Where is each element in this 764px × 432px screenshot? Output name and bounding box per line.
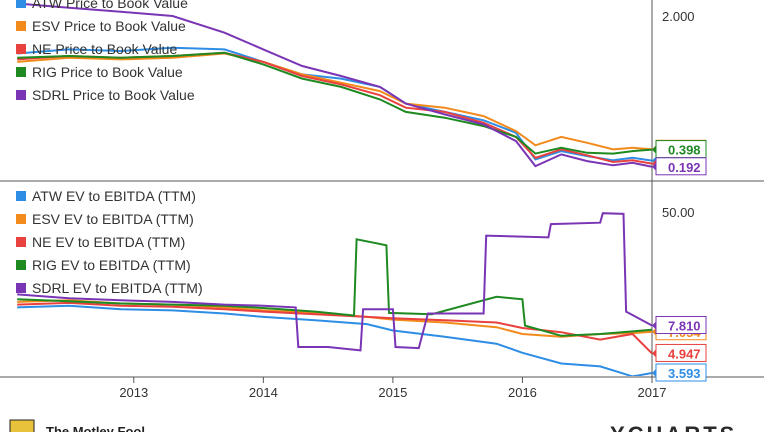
series-line-rig bbox=[17, 51, 652, 155]
end-label-pointer bbox=[652, 321, 656, 330]
series-line-atw bbox=[17, 304, 652, 376]
legend-swatch-ne bbox=[16, 237, 26, 247]
end-label-rig: 0.398 bbox=[652, 140, 707, 159]
data-source-logo: YCHARTS bbox=[610, 422, 737, 432]
end-label-ne: 4.947 bbox=[652, 343, 707, 362]
legend-label-esv: ESV Price to Book Value bbox=[32, 18, 186, 34]
x-tick-2016: 2016 bbox=[508, 385, 537, 400]
top-legend: ATW Price to Book Value ESV Price to Book… bbox=[16, 0, 195, 103]
end-label-sdrl: 7.810 bbox=[652, 316, 707, 335]
legend-label-ne: NE Price to Book Value bbox=[32, 41, 177, 57]
legend-label-sdrl: SDRL EV to EBITDA (TTM) bbox=[32, 280, 203, 296]
legend-label-atw: ATW EV to EBITDA (TTM) bbox=[32, 188, 196, 204]
legend-label-rig: RIG EV to EBITDA (TTM) bbox=[32, 257, 191, 273]
legend-label-atw: ATW Price to Book Value bbox=[32, 0, 188, 11]
series-line-rig bbox=[17, 238, 652, 337]
brand-name: The Motley Fool bbox=[46, 424, 145, 432]
legend-swatch-sdrl bbox=[16, 90, 26, 100]
legend-label-rig: RIG Price to Book Value bbox=[32, 64, 183, 80]
x-tick-2014: 2014 bbox=[249, 385, 278, 400]
jester-cap-icon bbox=[9, 419, 35, 432]
x-tick-2017: 2017 bbox=[638, 385, 667, 400]
end-label-pointer bbox=[652, 349, 656, 358]
bottom-plot-area bbox=[17, 212, 652, 376]
end-label-atw: 3.593 bbox=[652, 363, 707, 382]
legend-swatch-rig bbox=[16, 67, 26, 77]
legend-swatch-atw bbox=[16, 0, 26, 8]
end-label-value: 3.593 bbox=[668, 366, 701, 381]
legend-swatch-atw bbox=[16, 191, 26, 201]
x-axis-ticks: 2013 2014 2015 2016 2017 bbox=[119, 377, 666, 400]
legend-label-esv: ESV EV to EBITDA (TTM) bbox=[32, 211, 194, 227]
end-label-value: 4.947 bbox=[668, 346, 701, 361]
end-label-value: 0.192 bbox=[668, 160, 701, 175]
x-tick-2015: 2015 bbox=[378, 385, 407, 400]
y-tick-top: 2.000 bbox=[662, 9, 695, 24]
motley-fool-logo: The Motley Fool bbox=[9, 419, 145, 432]
x-tick-2013: 2013 bbox=[119, 385, 148, 400]
end-label-pointer bbox=[652, 162, 656, 171]
end-label-value: 7.810 bbox=[668, 319, 701, 334]
legend-swatch-rig bbox=[16, 260, 26, 270]
series-line-sdrl bbox=[17, 212, 652, 352]
legend-swatch-esv bbox=[16, 21, 26, 31]
bottom-legend: ATW EV to EBITDA (TTM) ESV EV to EBITDA (… bbox=[16, 188, 203, 296]
end-label-pointer bbox=[652, 145, 656, 154]
top-plot-area bbox=[17, 2, 652, 168]
legend-swatch-ne bbox=[16, 44, 26, 54]
end-label-pointer bbox=[652, 327, 656, 336]
legend-label-ne: NE EV to EBITDA (TTM) bbox=[32, 234, 185, 250]
legend-swatch-esv bbox=[16, 214, 26, 224]
legend-swatch-sdrl bbox=[16, 283, 26, 293]
series-line-sdrl bbox=[17, 2, 652, 168]
end-label-pointer bbox=[652, 369, 656, 377]
end-label-sdrl: 0.192 bbox=[652, 157, 707, 176]
series-line-ne bbox=[17, 301, 652, 355]
y-tick-bottom: 50.00 bbox=[662, 205, 695, 220]
legend-label-sdrl: SDRL Price to Book Value bbox=[32, 87, 195, 103]
end-label-value: 0.398 bbox=[668, 143, 701, 158]
